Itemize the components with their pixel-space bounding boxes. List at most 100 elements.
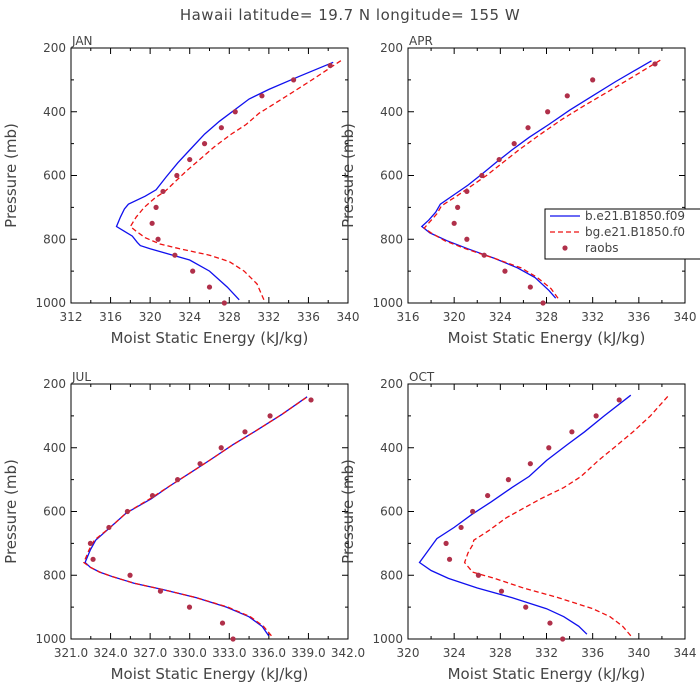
raobs-point [149, 220, 155, 226]
x-tick-label: 327.0 [133, 646, 167, 660]
raobs-point [327, 62, 333, 69]
legend-box: b.e21.B1850.f09 bg.e21.B1850.f0 raobs [544, 208, 700, 260]
raobs-point [172, 252, 178, 258]
legend-frame [544, 208, 700, 260]
x-tick-label: 336 [297, 310, 320, 324]
raobs-point [652, 61, 658, 67]
raobs-point [540, 300, 546, 306]
x-tick-label: 324.0 [93, 646, 127, 660]
x-tick-label: 336 [627, 310, 650, 324]
raobs-point [475, 572, 482, 578]
raobs-point [464, 188, 470, 195]
panel-month-label: JUL [71, 370, 91, 384]
x-tick-label: 332 [581, 310, 604, 324]
raobs-point [485, 492, 491, 499]
raobs-point [153, 204, 159, 210]
raobs-point [590, 77, 596, 83]
raobs-point [218, 125, 224, 131]
y-axis-label: Pressure (mb) [2, 459, 20, 564]
y-tick-label: 1000 [372, 632, 403, 646]
raobs-point [505, 477, 512, 483]
x-tick-label: 336.0 [252, 646, 286, 660]
series-line-b-e21 [115, 61, 334, 301]
y-axis-label: Pressure (mb) [339, 459, 357, 564]
x-tick-label: 332 [535, 646, 558, 660]
y-tick-label: 200 [43, 41, 66, 55]
raobs-point [470, 508, 476, 515]
x-tick-label: 340 [337, 310, 360, 324]
raobs-point [197, 461, 203, 467]
raobs-point [290, 77, 297, 83]
x-tick-label: 340 [627, 646, 650, 660]
panel-apr: 316 320 324 328 332 336 340 200 400 600 800 1000 APR… [339, 34, 696, 347]
y-tick-label: 800 [43, 232, 66, 246]
x-tick-label: 320 [443, 310, 466, 324]
x-tick-label: 316 [99, 310, 122, 324]
legend-entry-label: raobs [585, 241, 619, 255]
x-axis-label: Moist Static Energy (kJ/kg) [111, 665, 309, 683]
raobs-point [527, 461, 533, 467]
raobs-point [106, 524, 112, 531]
raobs-point [481, 252, 487, 258]
raobs-point [496, 156, 502, 163]
series-line-bg-e21 [463, 394, 670, 637]
figure-title: Hawaii latitude= 19.7 N longitude= 155 W [180, 6, 520, 24]
series-line-b-e21 [84, 396, 308, 637]
x-axis-label: Moist Static Energy (kJ/kg) [448, 329, 646, 347]
x-tick-label: 344 [674, 646, 697, 660]
raobs-point [219, 620, 226, 626]
series-line-bg-e21 [423, 58, 663, 299]
raobs-point [187, 156, 193, 163]
raobs-point [560, 636, 566, 642]
x-tick-label: 324 [178, 310, 201, 324]
plot-frame [407, 47, 686, 304]
x-tick-label: 342.0 [331, 646, 365, 660]
raobs-point [149, 492, 156, 499]
x-tick-label: 316 [397, 310, 420, 324]
legend-marker-raobs [562, 245, 568, 251]
raobs-point [564, 93, 570, 99]
y-tick-label: 800 [43, 568, 66, 582]
x-tick-label: 340 [674, 310, 697, 324]
raobs-point [546, 445, 552, 451]
y-tick-label: 400 [380, 441, 403, 455]
raobs-point [527, 284, 533, 290]
x-tick-label: 328 [489, 646, 512, 660]
raobs-point [160, 188, 166, 195]
raobs-point [593, 413, 599, 419]
raobs-point [458, 524, 464, 531]
x-axis-label: Moist Static Energy (kJ/kg) [448, 665, 646, 683]
y-tick-label: 200 [380, 41, 403, 55]
panel-oct: 320 324 328 332 336 340 344 200 400 600 800 1000 OCT… [339, 370, 696, 683]
y-tick-label: 200 [43, 377, 66, 391]
x-tick-label: 328 [535, 310, 558, 324]
x-tick-label: 320 [139, 310, 162, 324]
raobs-point [201, 141, 208, 147]
legend-entry-label: bg.e21.B1850.f0 [585, 225, 685, 239]
y-tick-label: 600 [43, 169, 66, 183]
raobs-point [455, 204, 461, 210]
raobs-point [525, 125, 531, 131]
raobs-point [464, 236, 470, 242]
raobs-point [155, 236, 161, 242]
raobs-point [308, 397, 314, 403]
y-tick-label: 200 [380, 377, 403, 391]
raobs-point [157, 588, 164, 594]
raobs-point [127, 572, 133, 578]
raobs-point [124, 508, 131, 515]
x-tick-label: 324 [443, 646, 466, 660]
y-axis-label: Pressure (mb) [2, 123, 20, 228]
raobs-point [502, 268, 508, 274]
raobs-point [616, 397, 622, 403]
raobs-point [267, 413, 273, 419]
raobs-point [186, 604, 193, 610]
x-tick-label: 324 [489, 310, 512, 324]
panel-month-label: JAN [71, 34, 93, 48]
plot-frame [70, 47, 349, 304]
raobs-point [87, 540, 94, 546]
raobs-point [545, 109, 551, 115]
raobs-point [230, 636, 236, 642]
panel-jan: 312 316 320 324 328 332 336 340 200 400 600 800 1000… [2, 34, 359, 347]
y-tick-label: 1000 [35, 632, 66, 646]
